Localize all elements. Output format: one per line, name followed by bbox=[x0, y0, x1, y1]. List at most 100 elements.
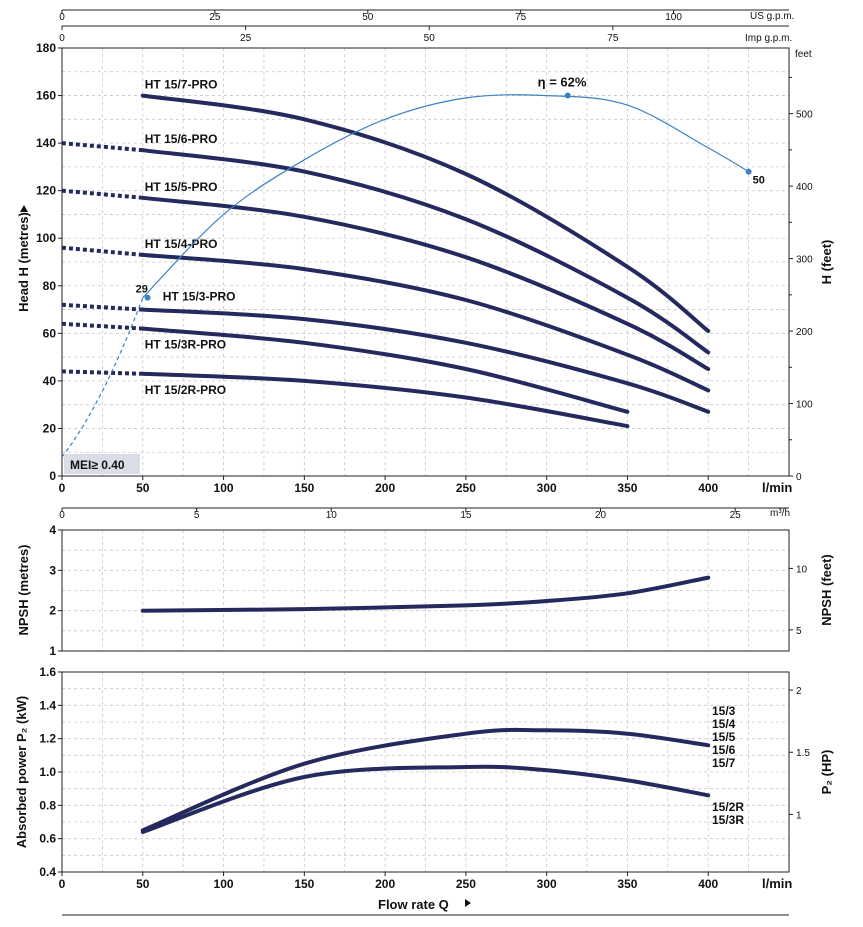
npsh-ytick-label: 4 bbox=[49, 523, 56, 537]
feet-tick-label: 100 bbox=[796, 400, 813, 411]
head-ytick-label: 40 bbox=[43, 374, 57, 388]
head-curve-label: HT 15/4-PRO bbox=[145, 237, 218, 251]
head-xtick-label: 150 bbox=[294, 481, 314, 495]
head-ytick-label: 120 bbox=[36, 184, 56, 198]
power-curve-label: 15/5 bbox=[712, 730, 736, 744]
npsh-curves bbox=[140, 575, 711, 613]
flow-rate-label: Flow rate Q bbox=[378, 897, 449, 912]
power-xtick-label: 0 bbox=[59, 877, 66, 891]
feet-unit-label: feet bbox=[795, 49, 812, 60]
efficiency-point bbox=[564, 92, 571, 99]
power-xtick-label: 250 bbox=[456, 877, 476, 891]
npsh-y-label: NPSH (metres) bbox=[16, 544, 31, 635]
power-ytick-label: 1.6 bbox=[39, 665, 56, 679]
power-xtick-label: 400 bbox=[698, 877, 718, 891]
head-curve bbox=[140, 93, 711, 333]
usgpm-tick-label: 75 bbox=[515, 12, 527, 23]
power-curve bbox=[140, 727, 711, 833]
head-ytick-label: 80 bbox=[43, 279, 57, 293]
m3h-tick-label: 10 bbox=[326, 510, 338, 521]
power-grid bbox=[62, 672, 789, 872]
head-curve-label: HT 15/3R-PRO bbox=[145, 338, 226, 352]
m3h-tick-label: 15 bbox=[460, 510, 472, 521]
efficiency-curve-group: 29 50 η = 62% bbox=[61, 75, 765, 458]
efficiency-point-label: 29 bbox=[136, 284, 148, 296]
power-xtick-label: 50 bbox=[136, 877, 150, 891]
power-ytick-label: 1.2 bbox=[39, 732, 56, 746]
power-curve-label: 15/4 bbox=[712, 717, 736, 731]
head-xtick-label: 250 bbox=[456, 481, 476, 495]
m3h-tick-label: 0 bbox=[59, 510, 65, 521]
power-y-label: Absorbed power P₂ (kW) bbox=[14, 696, 29, 848]
npsh-curve bbox=[140, 575, 711, 613]
head-curve-label: HT 15/3-PRO bbox=[163, 290, 236, 304]
npsh-panel: 1 2 3 4 5 10 NPSH (metres) NPSH (feet) bbox=[16, 523, 834, 658]
efficiency-point bbox=[144, 294, 151, 301]
feet-tick-label: 400 bbox=[796, 182, 813, 193]
head-curve bbox=[140, 195, 711, 371]
usgpm-tick-label: 100 bbox=[665, 12, 682, 23]
head-ytick-label: 60 bbox=[43, 326, 57, 340]
head-xtick-label: 300 bbox=[537, 481, 557, 495]
power-x-unit: l/min bbox=[762, 876, 792, 891]
npsh-ytick-label: 1 bbox=[49, 644, 56, 658]
head-ytick-label: 160 bbox=[36, 89, 56, 103]
npsh-plot-frame bbox=[61, 529, 790, 652]
head-ytick-label: 180 bbox=[36, 41, 56, 55]
head-ytick-label: 0 bbox=[49, 469, 56, 483]
impgpm-label: Imp g.p.m. bbox=[745, 33, 792, 44]
head-xtick-label: 0 bbox=[59, 481, 66, 495]
power-y-right-label: P₂ (HP) bbox=[819, 750, 834, 795]
impgpm-tick-label: 75 bbox=[607, 33, 619, 44]
head-curve bbox=[140, 252, 711, 393]
power-xtick-label: 150 bbox=[294, 877, 314, 891]
power-ytick-label: 0.8 bbox=[39, 798, 56, 812]
power-xtick-label: 100 bbox=[214, 877, 234, 891]
efficiency-curve bbox=[142, 94, 749, 299]
power-panel: 0.4 0.6 0.8 1.0 1.2 1.4 1.6 0 50 100 150 200 250 300 3… bbox=[14, 665, 834, 916]
npsh-y-right-label: NPSH (feet) bbox=[819, 554, 834, 626]
impgpm-tick-label: 0 bbox=[59, 33, 65, 44]
power-curve-label: 15/3 bbox=[712, 704, 736, 718]
head-curve-label: HT 15/2R-PRO bbox=[145, 383, 226, 397]
head-curve-label: HT 15/7-PRO bbox=[145, 78, 218, 92]
head-curve bbox=[140, 307, 711, 414]
power-xtick-label: 200 bbox=[375, 877, 395, 891]
m3h-tick-label: 25 bbox=[730, 510, 742, 521]
head-curve bbox=[140, 371, 630, 429]
head-plot-frame bbox=[61, 47, 790, 477]
efficiency-peak-label: η = 62% bbox=[538, 75, 587, 90]
power-ytick-label: 1.4 bbox=[39, 698, 56, 712]
power-curve bbox=[140, 764, 711, 834]
head-ytick-label: 20 bbox=[43, 421, 57, 435]
usgpm-tick-label: 25 bbox=[209, 12, 221, 23]
feet-tick-label: 300 bbox=[796, 255, 813, 266]
power-ticks: 0.4 0.6 0.8 1.0 1.2 1.4 1.6 0 50 100 150 200 250 300 3… bbox=[39, 665, 810, 891]
head-x-unit: l/min bbox=[762, 480, 792, 495]
usgpm-tick-label: 0 bbox=[59, 12, 65, 23]
npsh-feet-tick-label: 10 bbox=[796, 564, 808, 575]
head-grid bbox=[62, 48, 789, 476]
efficiency-curve-dashed bbox=[61, 297, 144, 458]
impgpm-tick-label: 25 bbox=[240, 33, 252, 44]
head-arrow-icon bbox=[20, 205, 28, 212]
head-curve bbox=[140, 148, 711, 355]
power-xtick-label: 300 bbox=[537, 877, 557, 891]
power-curve-label: 15/7 bbox=[712, 756, 736, 770]
feet-tick-label: 200 bbox=[796, 327, 813, 338]
npsh-ytick-label: 2 bbox=[49, 604, 56, 618]
hp-tick-label: 1.5 bbox=[796, 748, 810, 759]
head-ytick-label: 100 bbox=[36, 231, 56, 245]
head-y-label: Head H (metres) bbox=[16, 212, 31, 312]
npsh-feet-tick-label: 5 bbox=[796, 626, 802, 637]
power-ytick-label: 0.4 bbox=[39, 865, 56, 879]
head-curve bbox=[140, 326, 630, 414]
npsh-ytick-label: 3 bbox=[49, 563, 56, 577]
head-curve-label: HT 15/6-PRO bbox=[145, 132, 218, 146]
impgpm-tick-label: 50 bbox=[424, 33, 436, 44]
head-xtick-label: 350 bbox=[617, 481, 637, 495]
npsh-grid bbox=[62, 530, 789, 651]
m3h-label: m³/h bbox=[770, 508, 790, 519]
